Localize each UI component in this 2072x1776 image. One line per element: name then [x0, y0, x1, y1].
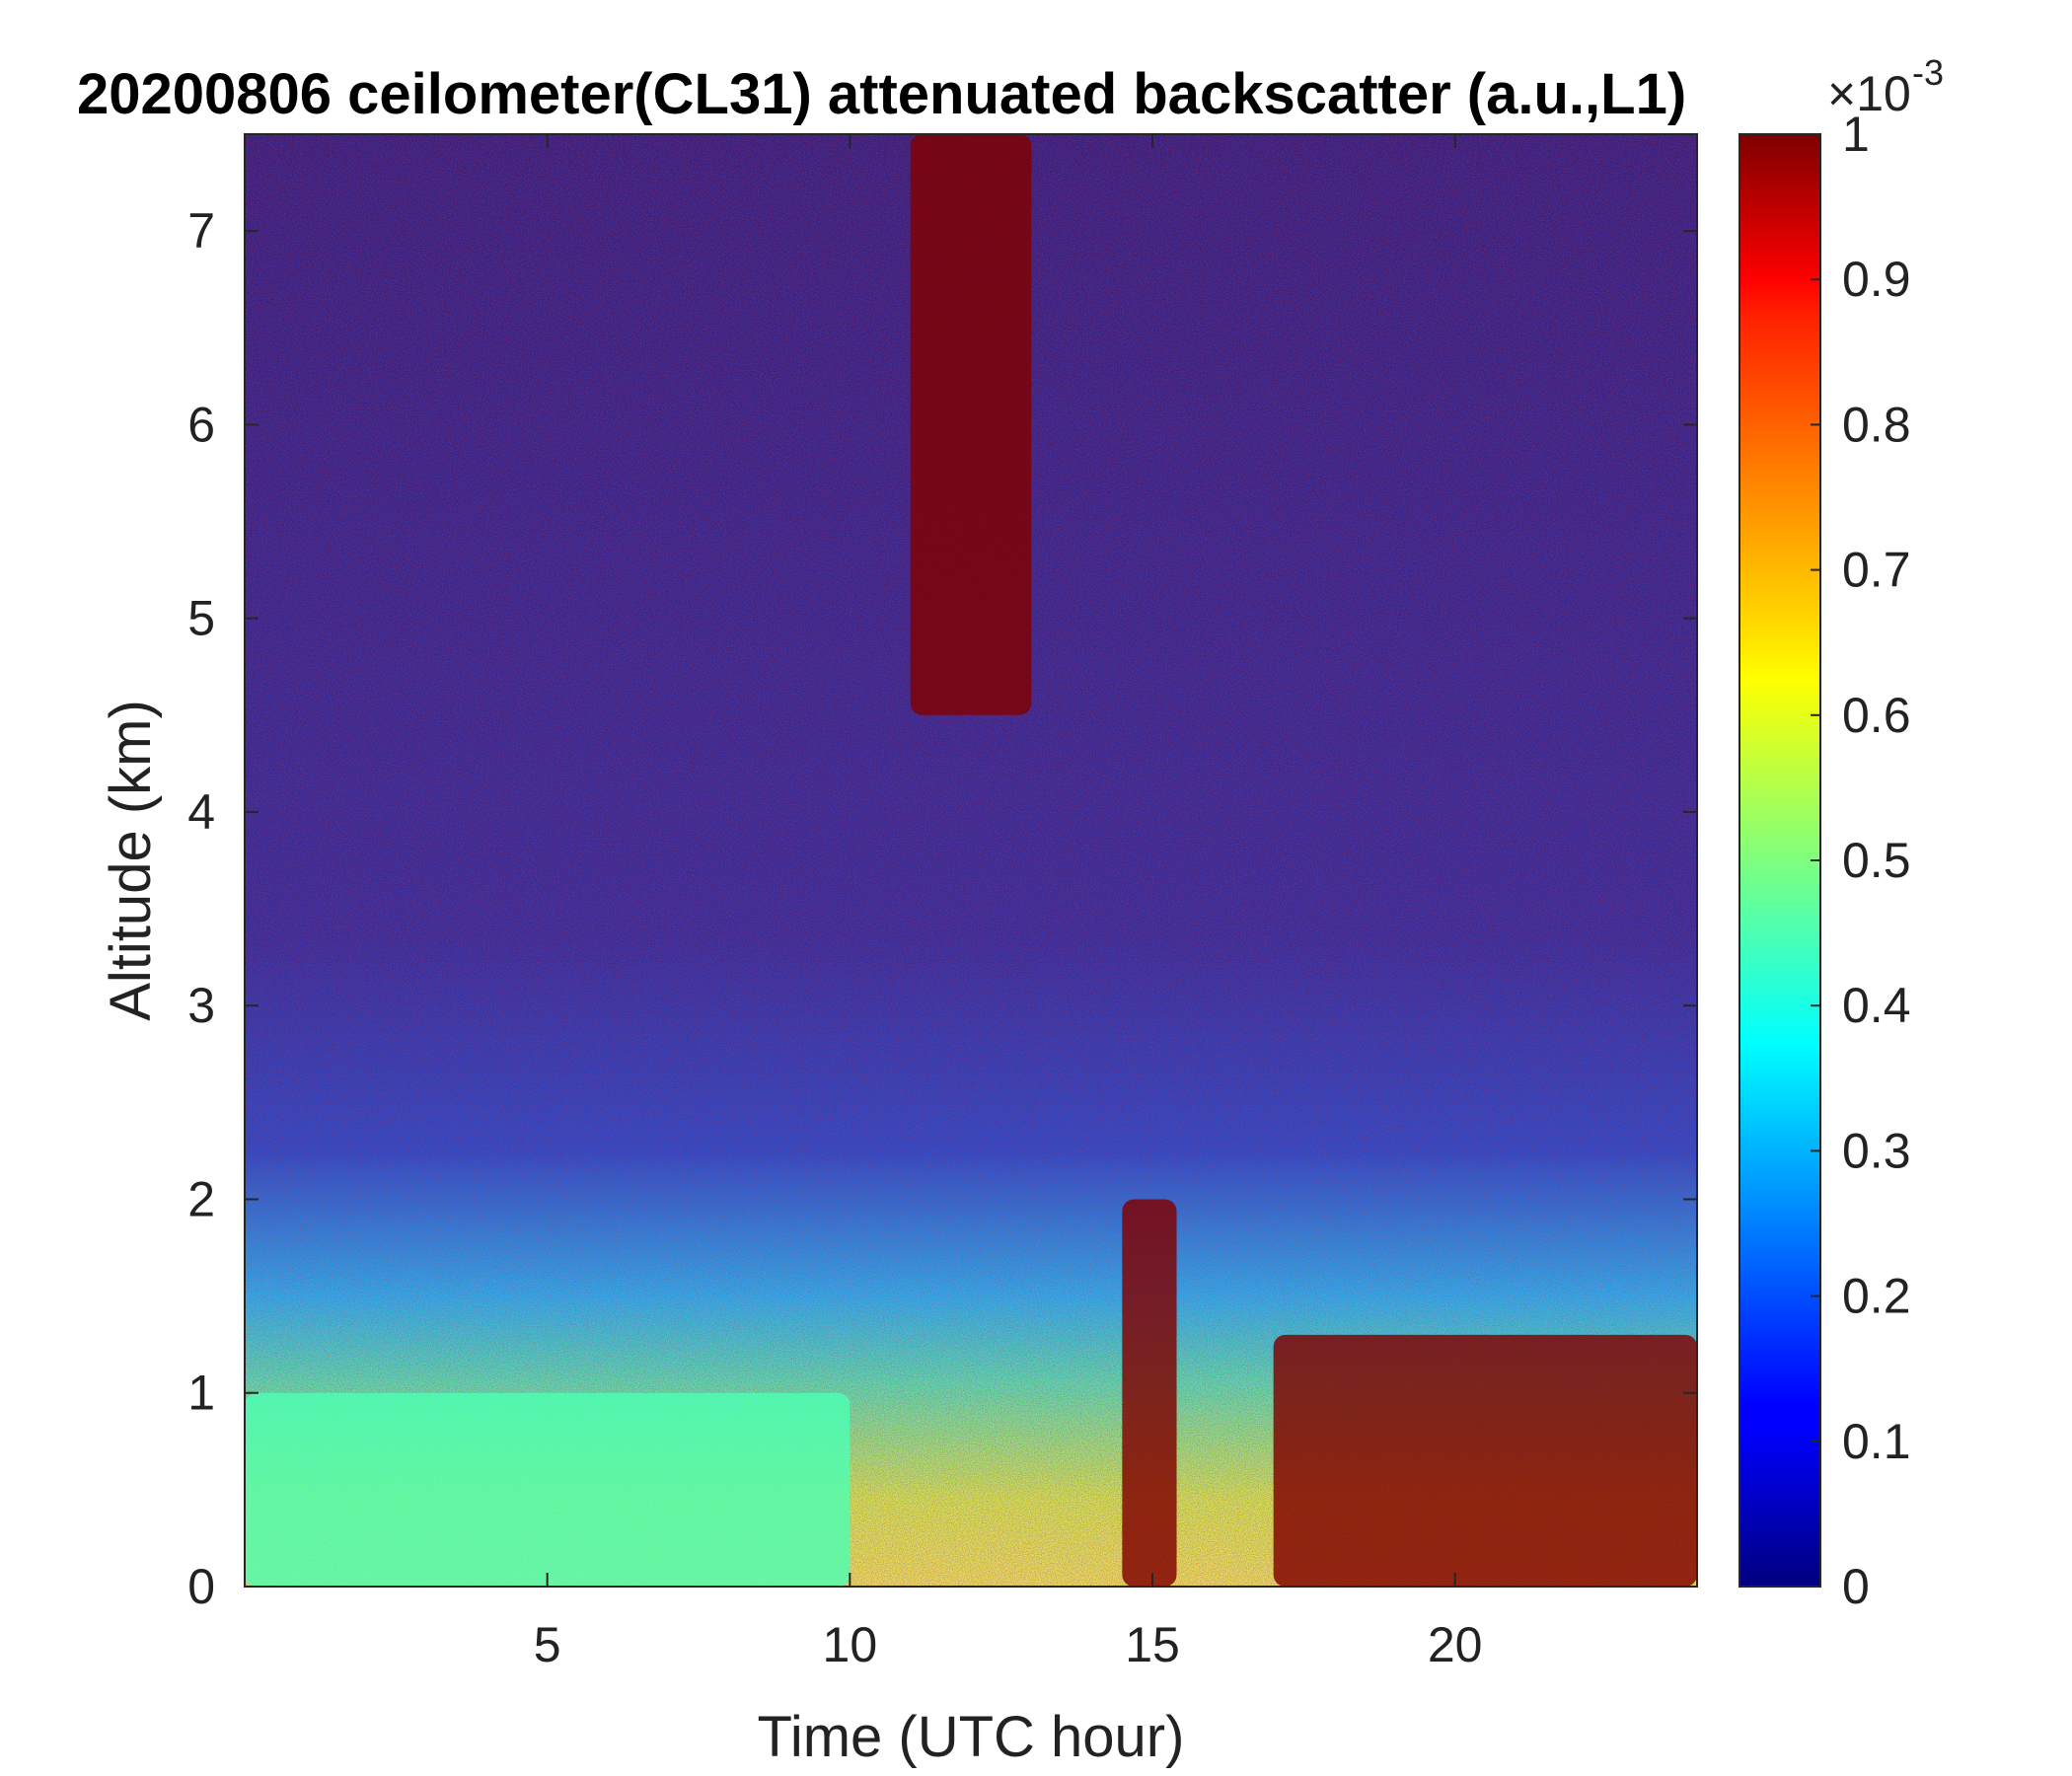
- colorbar-tick-label: 0.7: [1842, 543, 1911, 598]
- y-tick-label: 2: [187, 1171, 215, 1226]
- y-tick-label: 7: [187, 203, 215, 259]
- colorbar-tick-label: 0.6: [1842, 688, 1911, 743]
- colorbar-tick-label: 0.8: [1842, 397, 1911, 452]
- y-tick-label: 5: [187, 591, 215, 646]
- x-tick-label: 10: [823, 1617, 878, 1672]
- colorbar-exponent: -3: [1912, 52, 1944, 93]
- y-tick-label: 4: [187, 784, 215, 840]
- colorbar-tick-label: 0: [1842, 1559, 1870, 1614]
- plot-frame: [244, 133, 1698, 1588]
- y-axis-label: Altitude (km): [99, 700, 163, 1021]
- heatmap-feature: [245, 1392, 851, 1587]
- y-tick-label: 6: [187, 397, 215, 452]
- colorbar: [1739, 133, 1821, 1588]
- colorbar-multiplier: ×10: [1827, 66, 1911, 121]
- colorbar-tick-label: 0.3: [1842, 1123, 1911, 1178]
- colorbar-tick-label: 0.5: [1842, 833, 1911, 888]
- y-tick-label: 0: [187, 1559, 215, 1614]
- y-axis: 0 1 2 3 4 5 6 7: [187, 203, 1697, 1614]
- colorbar-ticks: 0 0.1 0.2 0.3 0.4 0.5 0.6 0.7 0.8 0.9 1: [1811, 107, 1911, 1614]
- x-axis: 5 10 15 20: [534, 134, 1483, 1672]
- chart-title: 20200806 ceilometer(CL31) attenuated bac…: [77, 62, 1687, 126]
- colorbar-tick-label: 1: [1842, 107, 1870, 162]
- y-tick-label: 3: [187, 978, 215, 1033]
- x-tick-label: 20: [1428, 1617, 1483, 1672]
- colorbar-tick-label: 0.2: [1842, 1269, 1911, 1324]
- heatmap-feature: [910, 134, 1032, 715]
- x-axis-label: Time (UTC hour): [758, 1705, 1185, 1769]
- x-tick-label: 15: [1125, 1617, 1180, 1672]
- plot-area: [245, 134, 1697, 1587]
- colorbar-tick-label: 0.9: [1842, 252, 1911, 307]
- heatmap-feature: [1273, 1334, 1697, 1587]
- colorbar-tick-label: 0.1: [1842, 1414, 1911, 1469]
- colorbar-tick-label: 0.4: [1842, 978, 1911, 1033]
- heatmap-feature: [1122, 1199, 1177, 1587]
- x-tick-label: 5: [534, 1617, 561, 1672]
- y-tick-label: 1: [187, 1366, 215, 1421]
